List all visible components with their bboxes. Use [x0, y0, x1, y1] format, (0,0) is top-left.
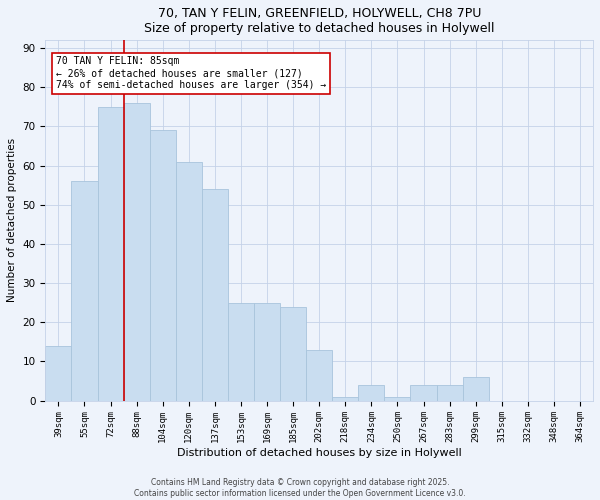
Bar — [71, 181, 98, 400]
Bar — [124, 103, 149, 401]
Bar — [280, 306, 306, 400]
Bar — [149, 130, 176, 400]
Text: 70 TAN Y FELIN: 85sqm
← 26% of detached houses are smaller (127)
74% of semi-det: 70 TAN Y FELIN: 85sqm ← 26% of detached … — [56, 56, 326, 90]
Bar — [46, 346, 71, 401]
Bar — [463, 377, 489, 400]
Bar — [332, 396, 358, 400]
Bar — [202, 189, 228, 400]
Bar — [254, 302, 280, 400]
Bar — [437, 385, 463, 400]
Bar — [306, 350, 332, 401]
X-axis label: Distribution of detached houses by size in Holywell: Distribution of detached houses by size … — [177, 448, 461, 458]
Bar — [358, 385, 385, 400]
Bar — [410, 385, 437, 400]
Bar — [176, 162, 202, 400]
Bar — [385, 396, 410, 400]
Text: Contains HM Land Registry data © Crown copyright and database right 2025.
Contai: Contains HM Land Registry data © Crown c… — [134, 478, 466, 498]
Y-axis label: Number of detached properties: Number of detached properties — [7, 138, 17, 302]
Bar — [98, 107, 124, 401]
Title: 70, TAN Y FELIN, GREENFIELD, HOLYWELL, CH8 7PU
Size of property relative to deta: 70, TAN Y FELIN, GREENFIELD, HOLYWELL, C… — [144, 7, 494, 35]
Bar — [228, 302, 254, 400]
